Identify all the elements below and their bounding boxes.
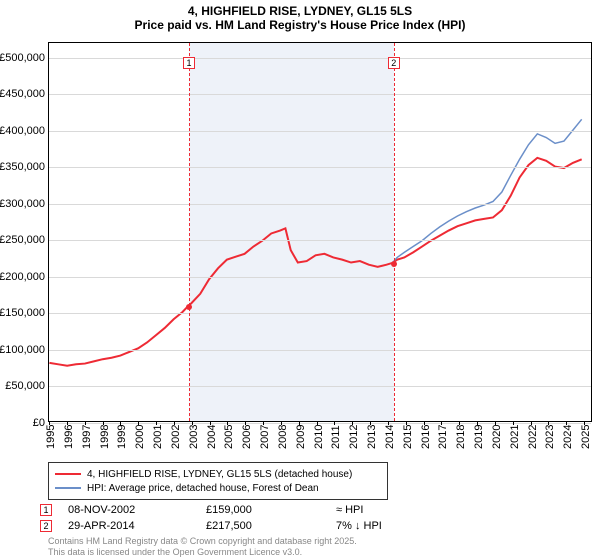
plot-area: £0£50,000£100,000£150,000£200,000£250,00… [48, 42, 592, 422]
transaction-table: 1 08-NOV-2002£159,000≈ HPI 2 29-APR-2014£21… [40, 502, 382, 534]
y-axis-label: £200,000 [0, 271, 45, 283]
legend-swatch [55, 473, 81, 475]
gridline [49, 58, 591, 59]
x-axis-label: 2015 [402, 425, 414, 449]
series-line [392, 119, 581, 263]
x-axis-label: 2000 [134, 425, 146, 449]
x-axis-label: 2001 [152, 425, 164, 449]
gridline [49, 313, 591, 314]
x-axis-label: 2008 [277, 425, 289, 449]
title-address: 4, HIGHFIELD RISE, LYDNEY, GL15 5LS [0, 4, 600, 18]
y-axis-label: £500,000 [0, 52, 45, 64]
gridline [49, 131, 591, 132]
y-axis-label: £0 [33, 417, 45, 429]
x-axis-label: 2002 [170, 425, 182, 449]
transaction-price: £159,000 [206, 504, 336, 516]
legend-label: HPI: Average price, detached house, Fore… [87, 483, 319, 494]
y-axis-label: £50,000 [5, 380, 45, 392]
x-axis-label: 2006 [241, 425, 253, 449]
x-axis-label: 2016 [420, 425, 432, 449]
x-axis-label: 2011 [330, 425, 342, 449]
gridline [49, 204, 591, 205]
x-axis-label: 2004 [206, 425, 218, 449]
legend-swatch [55, 487, 81, 489]
x-axis-label: 2012 [348, 425, 360, 449]
x-axis-label: 2017 [437, 425, 449, 449]
transaction-vline [189, 43, 190, 421]
x-axis-label: 2005 [223, 425, 235, 449]
x-axis-label: 2009 [295, 425, 307, 449]
y-axis-label: £150,000 [0, 307, 45, 319]
x-axis-label: 2014 [384, 425, 396, 449]
x-axis-label: 1998 [99, 425, 111, 449]
y-axis-label: £350,000 [0, 161, 45, 173]
transaction-delta: 7% ↓ HPI [336, 520, 382, 532]
x-axis-label: 2010 [313, 425, 325, 449]
transaction-date: 29-APR-2014 [68, 520, 206, 532]
gridline [49, 386, 591, 387]
x-axis-label: 2022 [527, 425, 539, 449]
legend-label: 4, HIGHFIELD RISE, LYDNEY, GL15 5LS (det… [87, 469, 352, 480]
legend-item: HPI: Average price, detached house, Fore… [55, 481, 381, 495]
copyright-block: Contains HM Land Registry data © Crown c… [48, 536, 357, 558]
copyright-line1: Contains HM Land Registry data © Crown c… [48, 536, 357, 547]
gridline [49, 350, 591, 351]
x-axis-label: 1996 [63, 425, 75, 449]
y-axis-label: £450,000 [0, 88, 45, 100]
x-axis-label: 2023 [544, 425, 556, 449]
transaction-marker: 2 [388, 57, 400, 69]
gridline [49, 240, 591, 241]
x-axis-label: 2019 [473, 425, 485, 449]
x-axis-label: 1999 [116, 425, 128, 449]
transaction-vline [394, 43, 395, 421]
legend-box: 4, HIGHFIELD RISE, LYDNEY, GL15 5LS (det… [48, 462, 388, 500]
gridline [49, 277, 591, 278]
transaction-dot [391, 261, 397, 267]
legend-item: 4, HIGHFIELD RISE, LYDNEY, GL15 5LS (det… [55, 467, 381, 481]
x-axis-label: 2003 [188, 425, 200, 449]
transaction-row: 2 29-APR-2014£217,5007% ↓ HPI [40, 518, 382, 534]
transaction-dot [186, 304, 192, 310]
y-axis-label: £250,000 [0, 234, 45, 246]
y-axis-label: £400,000 [0, 125, 45, 137]
copyright-line2: This data is licensed under the Open Gov… [48, 547, 357, 558]
gridline [49, 94, 591, 95]
transaction-price: £217,500 [206, 520, 336, 532]
transaction-row-marker: 2 [40, 520, 52, 532]
series-svg [49, 43, 591, 421]
chart-container: 4, HIGHFIELD RISE, LYDNEY, GL15 5LS Pric… [0, 0, 600, 560]
x-axis-label: 1997 [81, 425, 93, 449]
x-axis-label: 2013 [366, 425, 378, 449]
x-axis-label: 1995 [45, 425, 57, 449]
gridline [49, 167, 591, 168]
x-axis-label: 2007 [259, 425, 271, 449]
series-line [49, 158, 581, 366]
x-axis-label: 2021 [509, 425, 521, 449]
transaction-row: 1 08-NOV-2002£159,000≈ HPI [40, 502, 382, 518]
transaction-delta: ≈ HPI [336, 504, 363, 516]
title-block: 4, HIGHFIELD RISE, LYDNEY, GL15 5LS Pric… [0, 0, 600, 32]
x-axis-label: 2024 [562, 425, 574, 449]
y-axis-label: £100,000 [0, 344, 45, 356]
x-axis-label: 2018 [455, 425, 467, 449]
transaction-date: 08-NOV-2002 [68, 504, 206, 516]
x-axis-label: 2020 [491, 425, 503, 449]
x-axis-label: 2025 [580, 425, 592, 449]
transaction-row-marker: 1 [40, 504, 52, 516]
transaction-marker: 1 [183, 57, 195, 69]
y-axis-label: £300,000 [0, 198, 45, 210]
title-subtitle: Price paid vs. HM Land Registry's House … [0, 18, 600, 32]
